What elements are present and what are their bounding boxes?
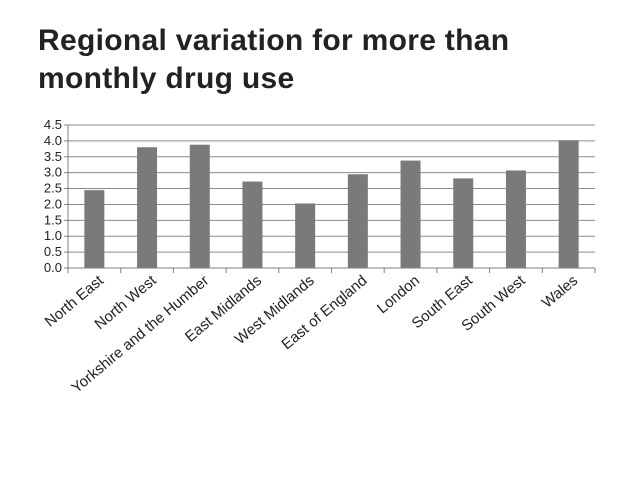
y-tick-label: 4.0	[44, 133, 62, 148]
bar	[400, 160, 421, 268]
bar	[242, 181, 263, 268]
y-tick-label: 1.5	[44, 212, 62, 227]
y-tick-label: 0.0	[44, 260, 62, 275]
y-tick-label: 2.0	[44, 196, 62, 211]
x-tick-label: Wales	[539, 272, 581, 311]
y-tick-labels: 0.00.51.01.52.02.53.03.54.04.5	[44, 117, 62, 275]
bar	[295, 203, 316, 268]
bars	[84, 140, 579, 268]
slide-title: Regional variation for more than monthly…	[38, 24, 510, 95]
y-tick-label: 3.0	[44, 165, 62, 180]
bar	[189, 144, 210, 268]
bar	[347, 174, 368, 268]
axes	[64, 124, 596, 273]
x-tick-label: London	[374, 272, 423, 317]
bar	[84, 190, 105, 268]
bar	[137, 147, 158, 268]
y-tick-label: 0.5	[44, 244, 62, 259]
y-tick-label: 4.5	[44, 117, 62, 132]
bar	[558, 140, 579, 268]
y-tick-label: 3.5	[44, 149, 62, 164]
y-tick-label: 1.0	[44, 228, 62, 243]
y-tick-label: 2.5	[44, 181, 62, 196]
bar	[505, 170, 526, 268]
bar	[453, 178, 474, 268]
